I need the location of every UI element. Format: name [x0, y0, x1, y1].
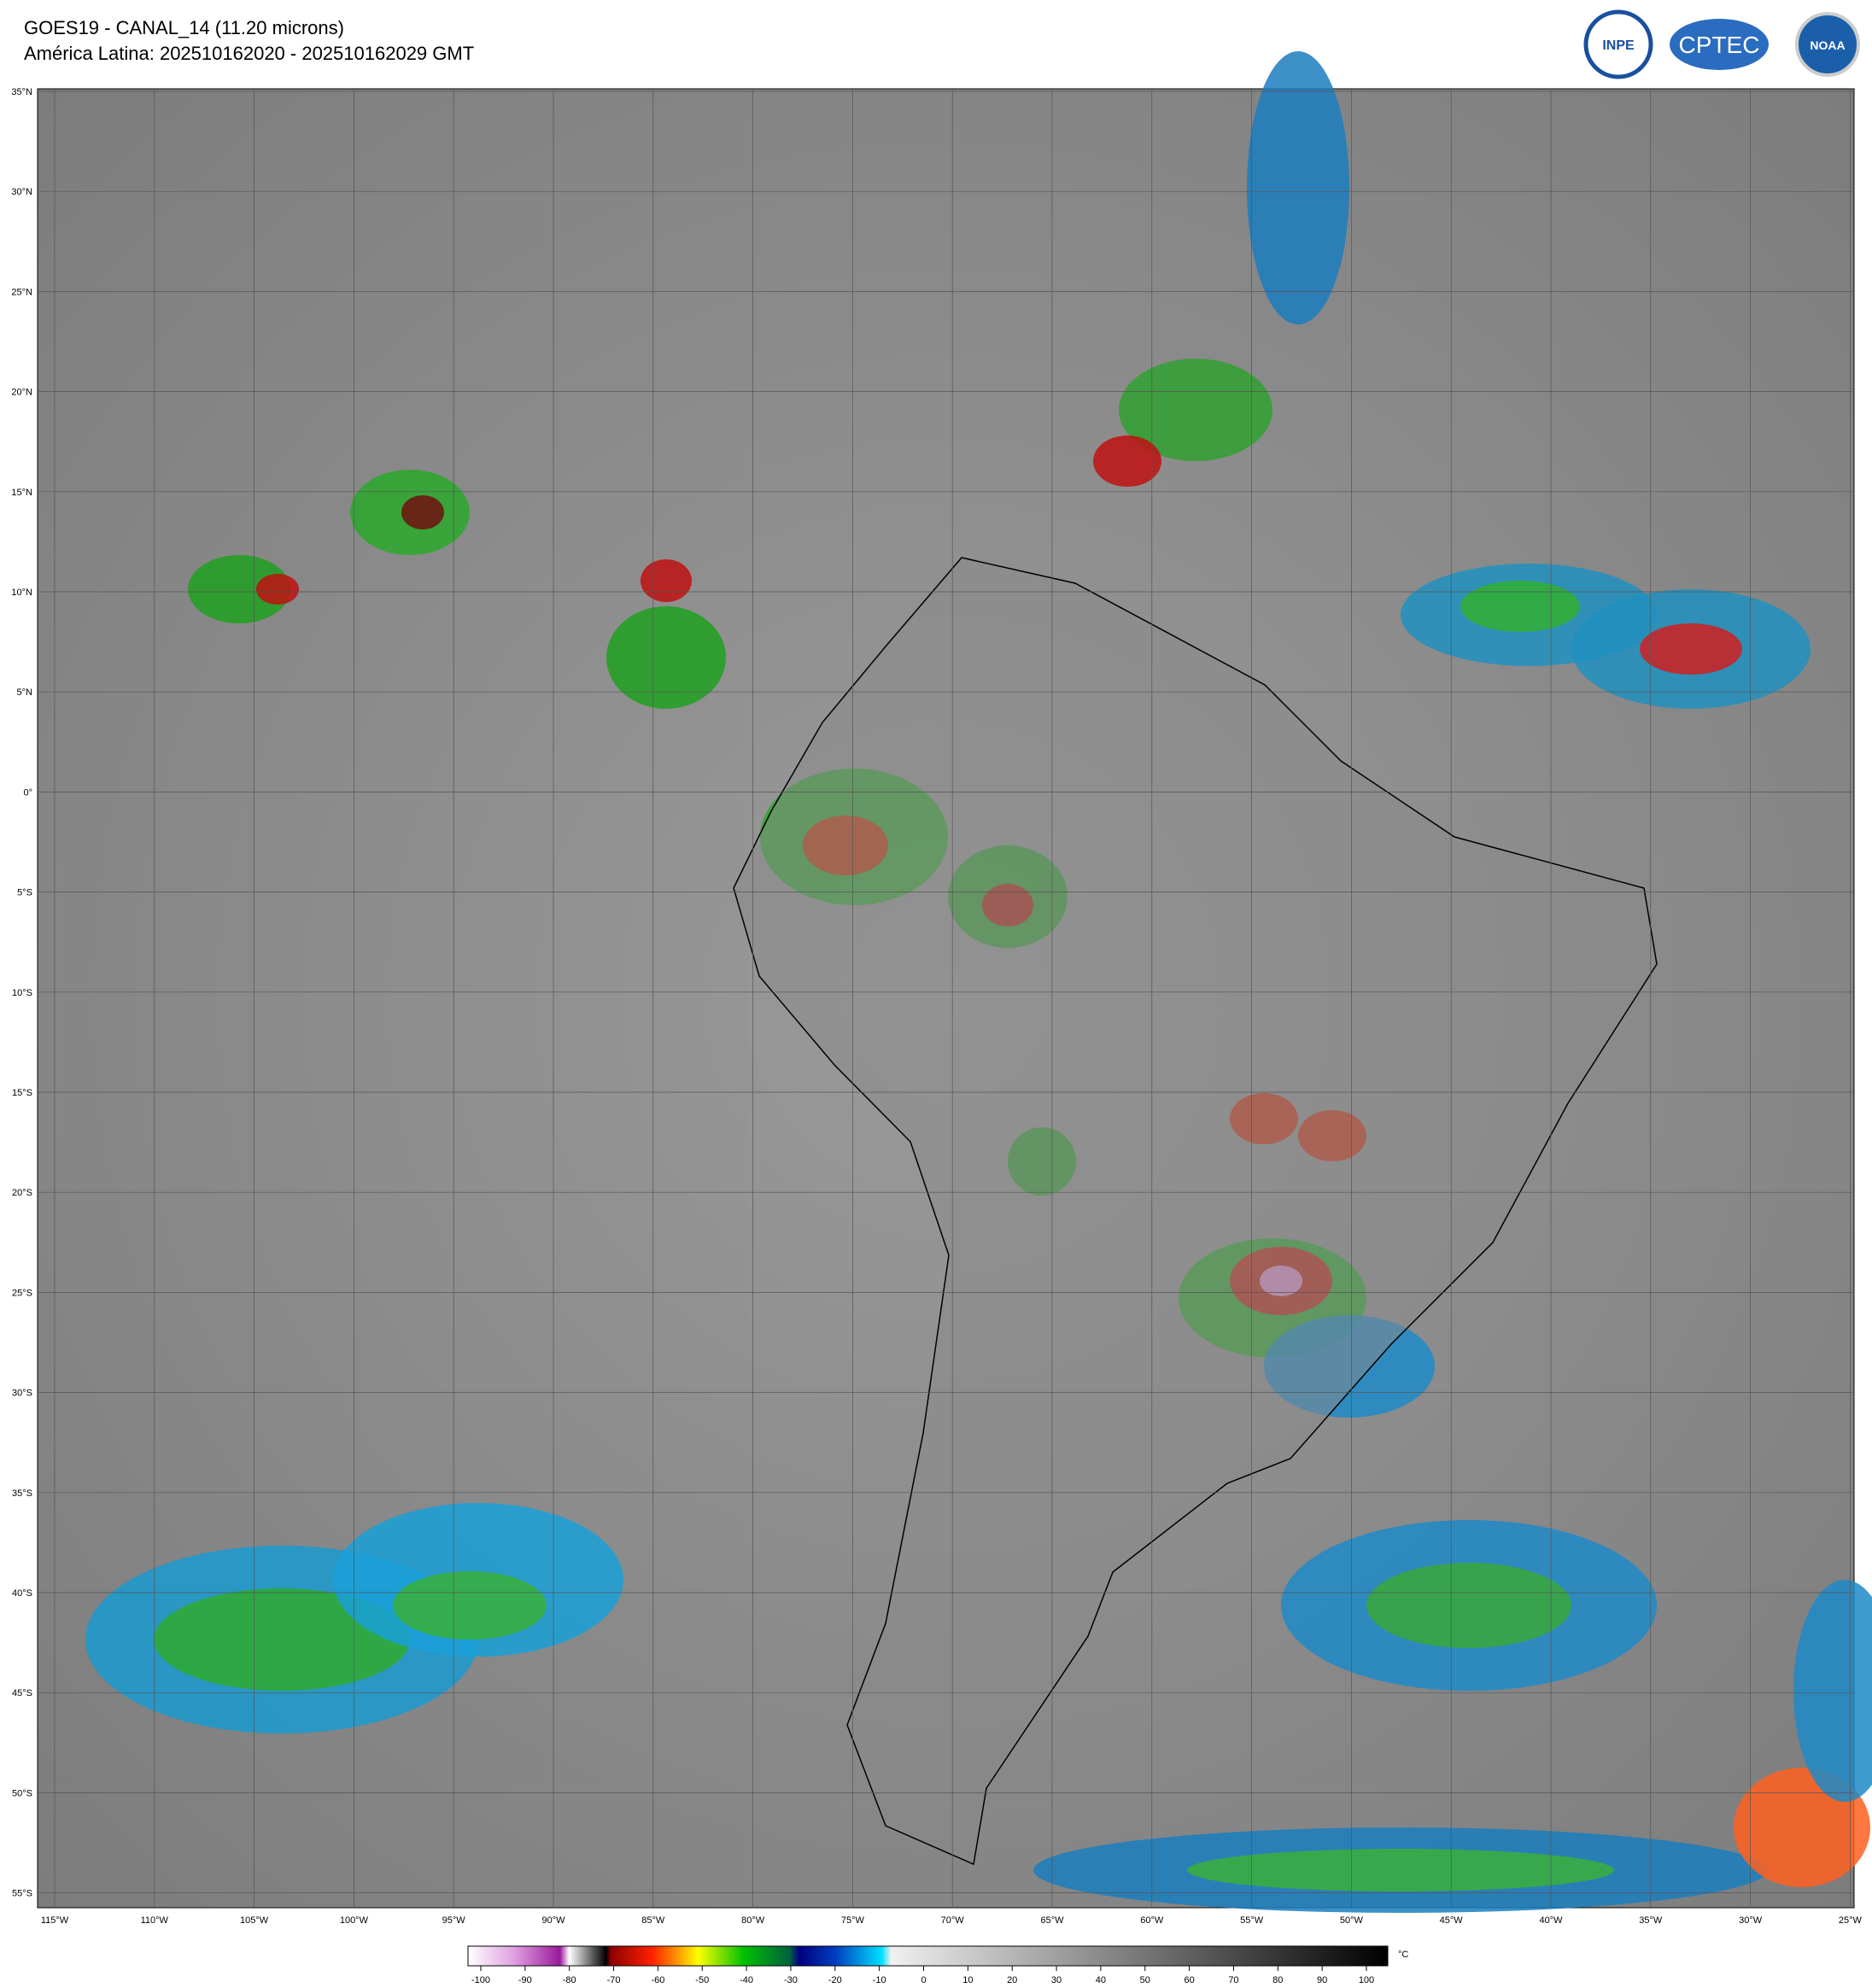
lon-label: 60°W: [1140, 1915, 1164, 1926]
cloud: [1119, 359, 1272, 461]
cloud: [1366, 1563, 1571, 1648]
lon-label: 65°W: [1040, 1915, 1064, 1926]
logo-cptec: [1670, 19, 1769, 70]
cloud: [1793, 1580, 1872, 1802]
coastline: [733, 557, 1658, 1866]
lon-label: 85°W: [641, 1915, 665, 1926]
lon-label: 110°W: [141, 1915, 169, 1926]
cloud: [1093, 436, 1161, 487]
lon-label: 90°W: [541, 1915, 565, 1926]
lon-label: 55°W: [1240, 1915, 1264, 1926]
graticule: [38, 89, 1854, 1908]
lat-label: 25°S: [12, 1288, 32, 1298]
subtitle: América Latina: 202510162020 - 202510162…: [24, 43, 474, 64]
lat-label: 5°S: [17, 888, 32, 898]
lon-label: 115°W: [41, 1915, 69, 1926]
lat-label: 35°N: [11, 87, 32, 97]
lat-label: 0°: [23, 787, 32, 798]
colorbar-tick-label: 0: [921, 1975, 926, 1985]
colorbar-unit: °C: [1398, 1950, 1408, 1960]
cloud: [154, 1588, 410, 1691]
cloud: [1247, 51, 1349, 325]
colorbar-tick-label: 90: [1317, 1975, 1327, 1985]
colorbar-tick-label: 100: [1359, 1975, 1374, 1985]
cloud: [606, 606, 726, 709]
lat-label: 20°S: [12, 1188, 32, 1198]
lat-label: 55°S: [12, 1889, 32, 1899]
cloud: [256, 574, 299, 605]
logo-text: NOAA: [1810, 38, 1845, 52]
logo-text: INPE: [1602, 38, 1635, 53]
lat-label: 50°S: [12, 1788, 32, 1798]
colorbar-tick-label: -40: [740, 1975, 753, 1985]
lon-label: 100°W: [340, 1915, 369, 1926]
colorbar-tick-label: 60: [1184, 1975, 1194, 1985]
lon-label: 30°W: [1739, 1915, 1763, 1926]
cloud: [1460, 581, 1580, 632]
lon-label: 80°W: [741, 1915, 765, 1926]
lon-label: 40°W: [1539, 1915, 1563, 1926]
colorbar-tick-label: 40: [1096, 1975, 1106, 1985]
logo-inpe: [1583, 9, 1653, 79]
lat-label: 15°S: [12, 1088, 32, 1098]
cloud: [1640, 623, 1742, 675]
lon-label: 105°W: [240, 1915, 269, 1926]
lat-label: 30°S: [12, 1389, 32, 1399]
lat-label: 10°N: [11, 588, 32, 598]
colorbar-tick-label: -100: [471, 1975, 490, 1985]
lat-label: 15°N: [11, 488, 32, 498]
cloud: [188, 555, 290, 623]
lon-label: 35°W: [1639, 1915, 1663, 1926]
colorbar-tick-label: -20: [828, 1975, 842, 1985]
cloud: [1187, 1849, 1614, 1892]
colorbar-tick-label: 10: [962, 1975, 973, 1985]
logo-text: CPTEC: [1679, 32, 1760, 58]
lon-label: 25°W: [1839, 1915, 1863, 1926]
colorbar-tick-label: -90: [518, 1975, 532, 1985]
lat-label: 20°N: [11, 388, 32, 398]
colorbar-tick-label: 20: [1007, 1975, 1017, 1985]
lat-label: 40°S: [12, 1588, 32, 1599]
lat-label: 5°N: [17, 687, 33, 698]
lon-label: 95°W: [442, 1915, 466, 1926]
colorbar-tick-label: -60: [651, 1975, 664, 1985]
lon-label: 70°W: [941, 1915, 965, 1926]
lat-label: 10°S: [12, 988, 32, 998]
colorbar-tick-label: 70: [1228, 1975, 1238, 1985]
colorbar-tick-label: -10: [873, 1975, 886, 1985]
lat-label: 45°S: [12, 1688, 32, 1699]
colorbar-tick-label: -80: [563, 1975, 576, 1985]
cloud: [641, 559, 692, 602]
lon-label: 75°W: [841, 1915, 865, 1926]
colorbar-tick-label: 80: [1272, 1975, 1283, 1985]
logo-noaa: [1795, 12, 1860, 77]
lat-label: 25°N: [11, 287, 32, 297]
lon-label: 50°W: [1340, 1915, 1364, 1926]
lat-label: 35°S: [12, 1488, 32, 1499]
lat-label: 30°N: [11, 187, 32, 197]
title: GOES19 - CANAL_14 (11.20 microns): [24, 17, 344, 38]
colorbar: [467, 1945, 1389, 1967]
colorbar-tick-label: 30: [1051, 1975, 1062, 1985]
colorbar-tick-label: -50: [695, 1975, 709, 1985]
colorbar-tick-label: 50: [1140, 1975, 1150, 1985]
lon-label: 45°W: [1440, 1915, 1464, 1926]
logos: INPE CPTEC NOAA: [1583, 9, 1860, 79]
cloud: [401, 495, 444, 529]
cloud: [393, 1571, 547, 1640]
colorbar-tick-label: -70: [607, 1975, 621, 1985]
colorbar-tick-label: -30: [784, 1975, 798, 1985]
